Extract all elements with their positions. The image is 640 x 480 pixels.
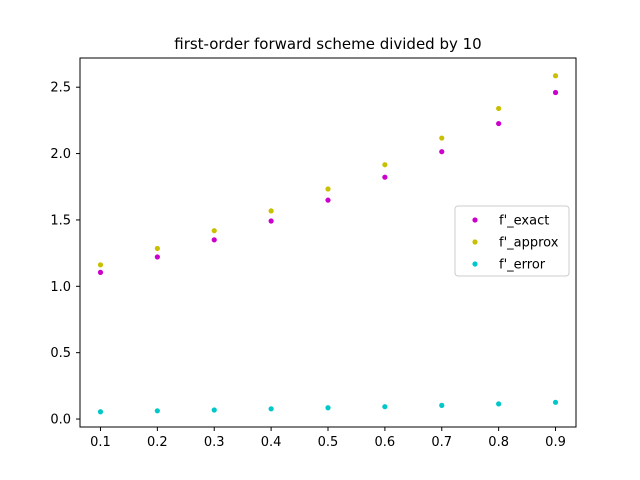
data-point — [154, 245, 160, 252]
data-point — [268, 208, 274, 214]
data-point — [97, 262, 104, 268]
data-points — [97, 73, 559, 415]
data-point — [552, 73, 559, 79]
data-point — [97, 409, 104, 415]
x-tick-label: 0.9 — [545, 435, 566, 450]
legend-label: f'_error — [499, 258, 546, 273]
plot-area-frame — [79, 57, 577, 428]
legend-label: f'_exact — [499, 214, 549, 229]
series-points — [97, 73, 559, 268]
data-point — [211, 407, 217, 413]
x-tick-label: 0.5 — [318, 435, 339, 450]
legend-marker — [472, 217, 478, 223]
data-point — [154, 254, 160, 260]
axis-ticks: 0.1 0.2 0.3 0.4 0.5 0.6 0.7 0.8 0.9 0.0 0.5 1.0 1.5 2… — [50, 81, 566, 450]
y-tick-label: 1.5 — [50, 213, 71, 228]
data-point — [154, 408, 160, 414]
data-point — [382, 162, 388, 168]
data-point — [268, 406, 274, 412]
y-tick-label: 2.5 — [50, 81, 71, 96]
data-point — [439, 149, 445, 155]
data-point — [439, 402, 445, 408]
data-point — [211, 237, 217, 243]
y-tick-label: 2.0 — [50, 147, 71, 162]
x-tick-label: 0.7 — [431, 435, 452, 450]
data-point — [325, 186, 331, 192]
y-tick-label: 1.0 — [50, 280, 71, 295]
x-tick-label: 0.4 — [261, 435, 282, 450]
y-tick-label: 0.0 — [50, 413, 71, 428]
data-point — [496, 401, 502, 407]
data-point — [97, 269, 104, 275]
data-point — [552, 89, 559, 96]
y-tick-label: 0.5 — [50, 346, 71, 361]
x-tick-label: 0.6 — [375, 435, 396, 450]
legend-label: f'_approx — [499, 236, 559, 251]
data-point — [325, 405, 331, 411]
legend: f'_exact f'_approx f'_error — [454, 205, 570, 277]
data-point — [325, 197, 331, 203]
legend-box — [454, 205, 570, 277]
data-point — [382, 404, 388, 410]
data-point — [496, 120, 502, 127]
x-tick-label: 0.3 — [204, 435, 225, 450]
x-tick-label: 0.2 — [147, 435, 168, 450]
series-points — [97, 89, 559, 275]
chart-title: first-order forward scheme divided by 10 — [174, 35, 481, 53]
x-tick-label: 0.1 — [90, 435, 111, 450]
data-point — [382, 174, 388, 180]
data-point — [268, 218, 274, 224]
series-points — [97, 399, 559, 415]
data-point — [552, 399, 559, 405]
legend-marker — [472, 239, 478, 245]
data-point — [211, 228, 217, 234]
x-tick-label: 0.8 — [488, 435, 509, 450]
legend-marker — [472, 261, 478, 267]
data-point — [439, 135, 445, 141]
data-point — [496, 105, 502, 112]
